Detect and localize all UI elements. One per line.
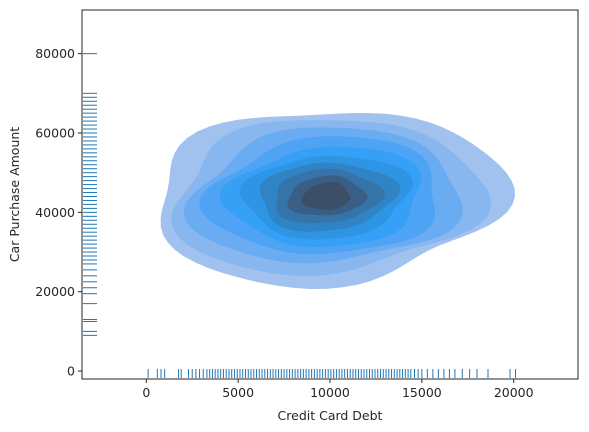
kde-contour-level-10 — [300, 181, 351, 211]
y-rug — [83, 53, 97, 336]
x-tick-label: 20000 — [494, 385, 534, 400]
x-axis: 0 5000 10000 15000 20000 — [142, 379, 534, 400]
y-axis-label: Car Purchase Amount — [7, 127, 22, 262]
y-tick-label: 0 — [67, 364, 75, 379]
x-axis-label: Credit Card Debt — [278, 408, 383, 423]
x-tick-label: 5000 — [222, 385, 254, 400]
y-tick-label: 20000 — [35, 284, 75, 299]
x-rug — [147, 369, 517, 378]
x-tick-label: 10000 — [310, 385, 350, 400]
y-axis: 0 20000 40000 60000 80000 — [35, 46, 82, 379]
x-tick-label: 15000 — [402, 385, 442, 400]
y-tick-label: 60000 — [35, 126, 75, 141]
y-tick-label: 80000 — [35, 46, 75, 61]
x-tick-label: 0 — [142, 385, 150, 400]
y-tick-label: 40000 — [35, 205, 75, 220]
kde-contours — [160, 113, 515, 289]
